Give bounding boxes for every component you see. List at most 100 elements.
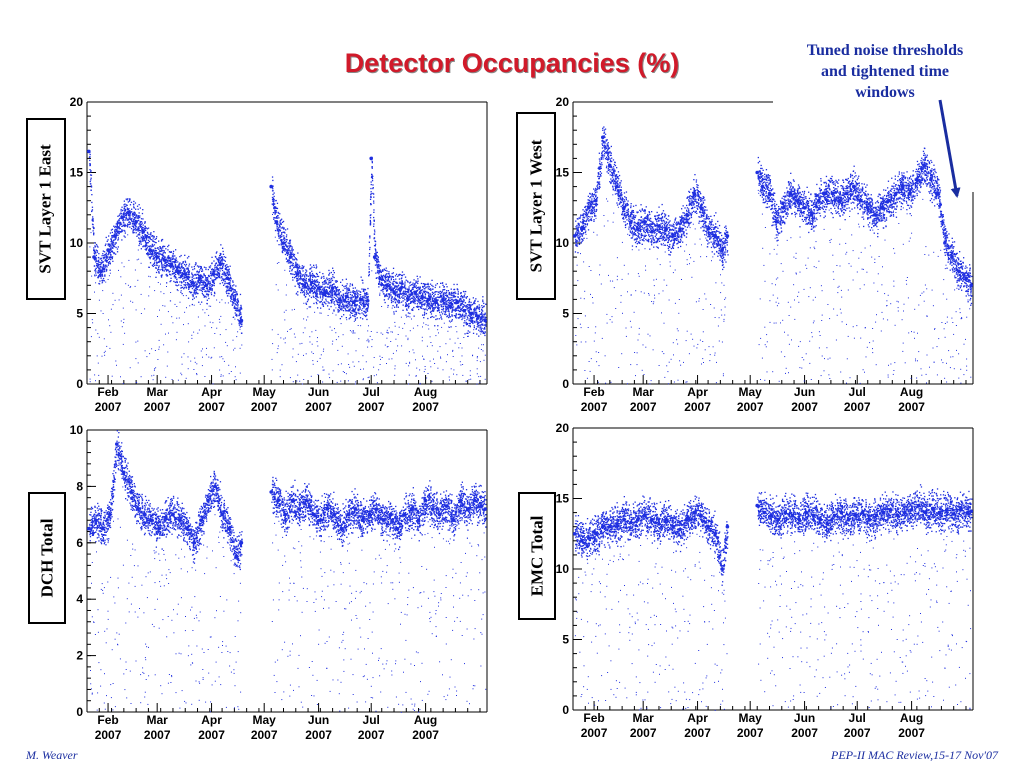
data-point — [158, 253, 160, 255]
data-point — [276, 207, 279, 210]
data-point — [185, 268, 187, 270]
data-point — [416, 289, 419, 291]
data-point — [229, 277, 231, 279]
data-point — [113, 252, 115, 255]
data-point — [427, 286, 429, 288]
data-point — [308, 279, 311, 281]
data-point — [145, 248, 148, 250]
data-point — [354, 310, 356, 312]
data-point — [345, 285, 348, 287]
data-point — [225, 285, 228, 287]
data-point — [375, 253, 377, 255]
data-point — [161, 262, 163, 264]
data-point — [427, 302, 429, 304]
data-point — [471, 319, 473, 321]
data-point — [294, 266, 296, 268]
data-point — [390, 288, 392, 291]
data-point — [392, 284, 394, 286]
data-point — [382, 284, 384, 286]
data-point — [468, 314, 470, 316]
data-point — [162, 252, 164, 254]
data-point — [455, 298, 457, 301]
data-point — [412, 293, 414, 295]
data-point — [312, 292, 314, 295]
data-point — [460, 297, 462, 300]
data-point — [195, 290, 197, 292]
data-point — [290, 273, 292, 275]
data-point — [428, 294, 430, 296]
data-point — [450, 292, 452, 294]
data-point — [460, 315, 463, 317]
data-point — [209, 288, 211, 290]
data-point — [339, 291, 342, 293]
data-point — [177, 261, 179, 263]
data-point — [217, 264, 219, 267]
data-point — [113, 225, 115, 227]
data-point — [281, 246, 284, 249]
data-point — [385, 276, 387, 278]
data-point — [373, 202, 375, 204]
data-point — [201, 290, 204, 292]
data-point — [175, 276, 177, 278]
data-point — [461, 307, 463, 310]
data-point — [469, 322, 471, 325]
data-point — [175, 265, 177, 267]
data-point — [209, 282, 211, 285]
data-point — [153, 254, 156, 256]
data-point — [396, 286, 398, 288]
data-point — [426, 309, 428, 311]
data-point — [203, 284, 205, 287]
data-point — [221, 257, 224, 260]
data-point — [151, 235, 154, 237]
data-point — [303, 265, 305, 268]
data-point — [235, 307, 237, 309]
data-point — [309, 284, 311, 286]
data-point — [129, 367, 131, 369]
data-point — [426, 300, 428, 303]
data-point — [272, 198, 275, 200]
data-point — [185, 377, 187, 379]
data-point — [122, 343, 124, 345]
y-tick-label: 5 — [76, 307, 83, 321]
data-point — [373, 196, 375, 198]
data-point — [484, 327, 486, 329]
data-point — [157, 247, 159, 249]
data-point — [125, 204, 127, 206]
data-point — [115, 360, 117, 362]
data-point — [417, 306, 419, 308]
data-point — [340, 281, 342, 283]
data-point — [357, 294, 359, 297]
data-point — [177, 290, 179, 292]
data-point — [115, 231, 117, 233]
data-point — [451, 298, 453, 301]
data-point — [414, 298, 416, 300]
data-point — [184, 261, 187, 263]
data-point — [274, 229, 277, 232]
data-point — [309, 306, 312, 308]
data-point — [329, 282, 332, 284]
data-point — [109, 244, 111, 247]
data-point — [414, 293, 416, 296]
data-point — [221, 273, 223, 276]
data-point — [455, 307, 457, 309]
data-point — [358, 290, 360, 292]
data-point — [434, 325, 436, 327]
data-point — [237, 305, 239, 307]
data-point — [229, 276, 232, 278]
data-point — [282, 226, 284, 228]
data-point — [403, 293, 406, 295]
data-point — [194, 357, 196, 359]
data-point — [190, 283, 193, 285]
data-point — [453, 293, 455, 295]
data-point — [139, 225, 141, 227]
data-point — [319, 301, 321, 303]
data-point — [222, 258, 224, 261]
data-point — [162, 249, 164, 252]
data-point — [474, 302, 476, 305]
data-point — [390, 286, 393, 288]
data-point — [385, 267, 387, 269]
data-point — [362, 302, 364, 305]
data-point — [172, 254, 174, 256]
data-point — [198, 275, 200, 277]
data-point — [187, 283, 189, 285]
